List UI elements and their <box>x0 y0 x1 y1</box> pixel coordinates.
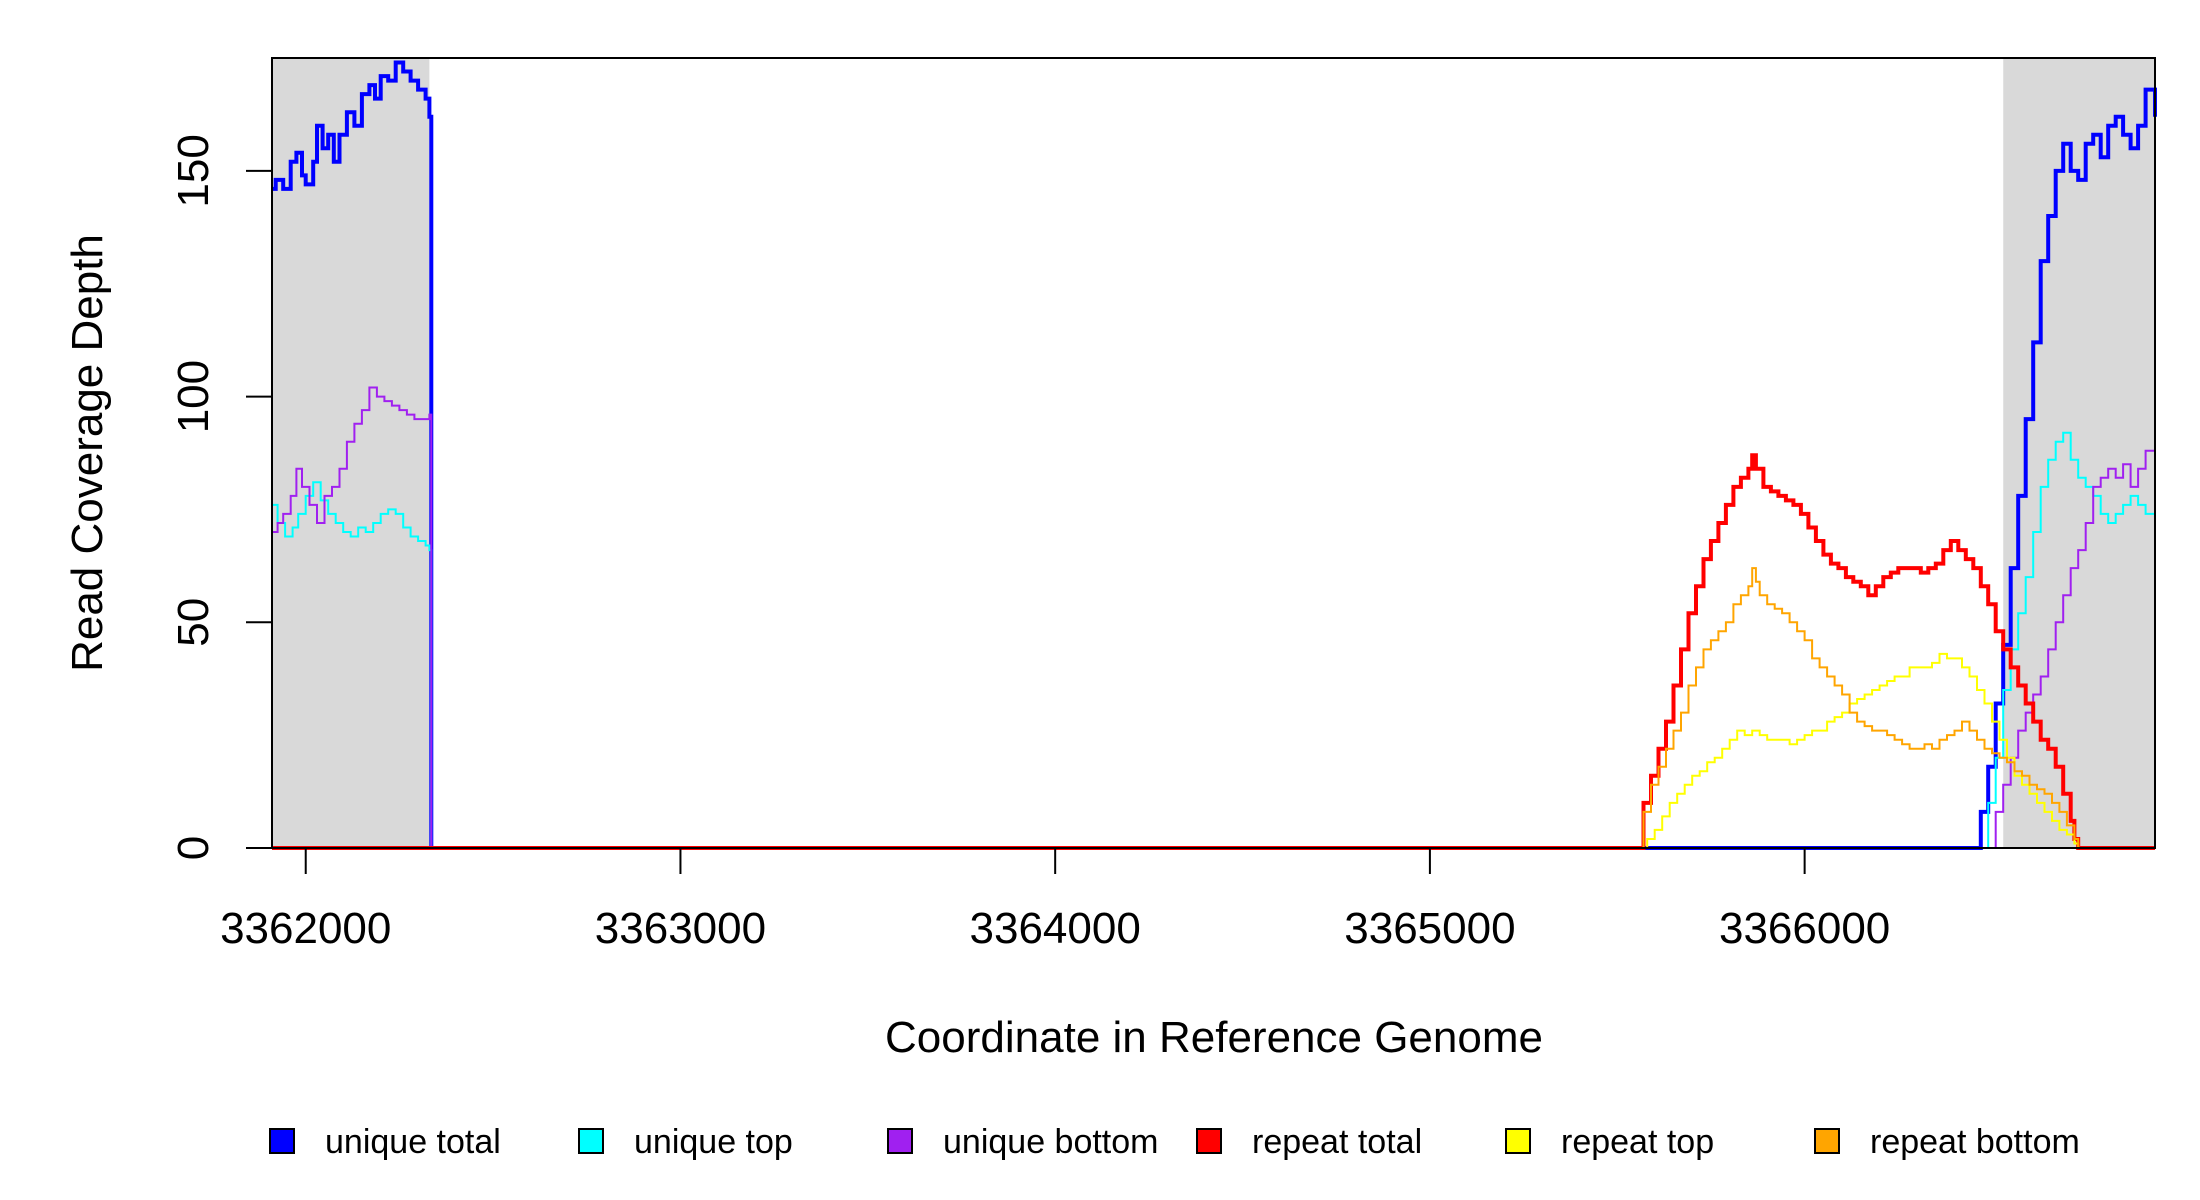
y-axis: 0 50 100 150 <box>169 134 273 860</box>
y-tick-label: 50 <box>169 598 218 647</box>
shaded-region-2 <box>2003 58 2155 848</box>
legend-label-repeat-total: repeat total <box>1252 1123 1422 1161</box>
shaded-region-1 <box>272 58 430 848</box>
series-line-repeat-top <box>272 652 2155 849</box>
x-tick-label: 3366000 <box>1719 904 1890 953</box>
series-line-repeat-total <box>272 453 2155 850</box>
x-tick-label: 3364000 <box>970 904 1141 953</box>
legend-label-repeat-top: repeat top <box>1561 1123 1714 1161</box>
series-line-unique-total <box>272 60 2157 850</box>
series-lines <box>272 60 2157 850</box>
y-axis-title: Read Coverage Depth <box>63 234 112 672</box>
legend: unique total unique top unique bottom repea… <box>269 1123 2080 1161</box>
legend-swatch-repeat-bottom <box>1814 1128 1840 1154</box>
legend-swatch-unique-bottom <box>887 1128 913 1154</box>
legend-label-unique-bottom: unique bottom <box>943 1123 1159 1161</box>
y-tick-label: 150 <box>169 134 218 207</box>
legend-swatch-repeat-total <box>1196 1128 1222 1154</box>
legend-label-unique-total: unique total <box>325 1123 501 1161</box>
y-tick-label: 100 <box>169 360 218 433</box>
y-tick-label: 0 <box>169 836 218 860</box>
x-tick-label: 3362000 <box>220 904 391 953</box>
series-line-repeat-bottom <box>272 567 2155 849</box>
x-axis: 3362000 3363000 3364000 3365000 3366000 <box>220 847 1890 953</box>
legend-swatch-unique-top <box>578 1128 604 1154</box>
shaded-regions <box>272 58 2155 848</box>
legend-label-repeat-bottom: repeat bottom <box>1870 1123 2080 1161</box>
legend-swatch-unique-total <box>269 1128 295 1154</box>
x-axis-title: Coordinate in Reference Genome <box>885 1013 1543 1062</box>
x-tick-label: 3363000 <box>595 904 766 953</box>
x-tick-label: 3365000 <box>1344 904 1515 953</box>
legend-swatch-repeat-top <box>1505 1128 1531 1154</box>
legend-label-unique-top: unique top <box>634 1123 793 1161</box>
